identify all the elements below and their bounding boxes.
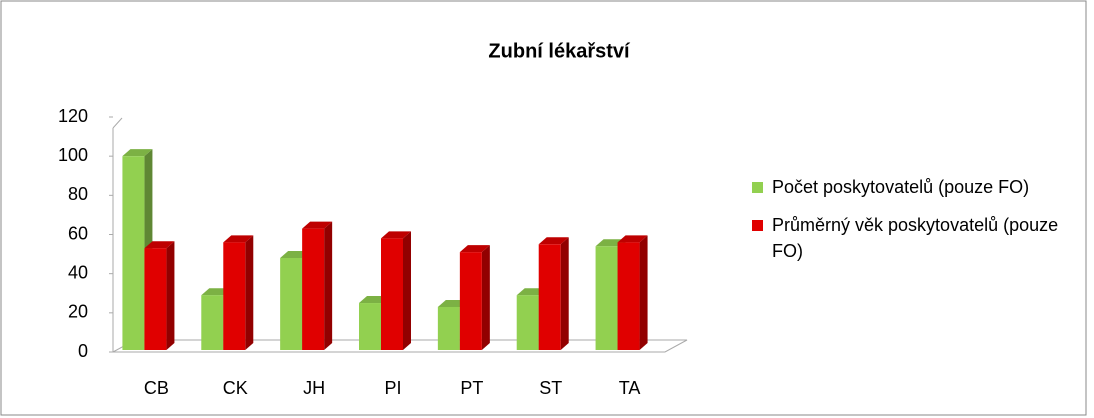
bar-face (381, 231, 411, 239)
bar (302, 221, 333, 350)
bar-face (144, 241, 175, 249)
y-tick-label: 0 (78, 341, 88, 361)
bar (617, 235, 648, 350)
bar-face (201, 295, 224, 350)
y-axis-depth (112, 117, 123, 129)
bar (381, 231, 411, 350)
y-tick-label: 20 (68, 302, 88, 322)
bar-face (223, 235, 254, 243)
bar-face (617, 242, 640, 350)
bar-face (639, 235, 648, 350)
chart-title: Zubní lékařství (488, 40, 631, 62)
legend-label: Průměrný věk poskytovatelů (pouze FO) (772, 215, 1059, 261)
legend-label: Počet poskytovatelů (pouze FO) (772, 177, 1030, 197)
x-tick-label: JH (303, 378, 325, 398)
bar-face (538, 237, 569, 245)
bar-face (302, 221, 333, 229)
bar-face (538, 244, 561, 350)
x-tick-label: CB (144, 378, 169, 398)
bar-face (122, 149, 153, 157)
bar (223, 235, 254, 350)
bar (144, 241, 175, 350)
y-tick-label: 100 (58, 145, 88, 165)
bar-face (516, 295, 539, 350)
bar-face (223, 242, 246, 350)
bar-face (617, 235, 648, 243)
bar-face (324, 221, 333, 350)
legend: Počet poskytovatelů (pouze FO) Průměrný v… (752, 174, 1092, 276)
x-tick-label: CK (223, 378, 248, 398)
bar-face (481, 245, 490, 350)
legend-item: Počet poskytovatelů (pouze FO) (752, 174, 1092, 200)
bar-face (280, 258, 303, 350)
bar (459, 245, 490, 350)
x-tick-label: PI (384, 378, 401, 398)
bar-face (595, 246, 618, 350)
x-tick-label: ST (539, 378, 562, 398)
bar-face (381, 238, 403, 350)
legend-swatch (752, 182, 763, 193)
y-tick-label: 120 (58, 106, 88, 126)
y-tick-label: 40 (68, 262, 88, 282)
bar-face (359, 303, 381, 350)
bar-face (459, 245, 490, 253)
bar-face (302, 228, 325, 350)
bar-face (560, 237, 569, 350)
y-tick-label: 80 (68, 184, 88, 204)
bar-face (437, 306, 460, 350)
bar-face (245, 235, 254, 350)
bar-face (403, 231, 411, 350)
legend-swatch (752, 220, 763, 231)
bar (538, 237, 569, 350)
x-tick-label: PT (460, 378, 483, 398)
bar-face (459, 252, 482, 350)
bar-face (166, 241, 175, 350)
y-tick-label: 60 (68, 223, 88, 243)
bar-face (144, 248, 167, 350)
legend-item: Průměrný věk poskytovatelů (pouze FO) (752, 212, 1092, 264)
x-tick-label: TA (619, 378, 641, 398)
bar-face (122, 156, 145, 350)
